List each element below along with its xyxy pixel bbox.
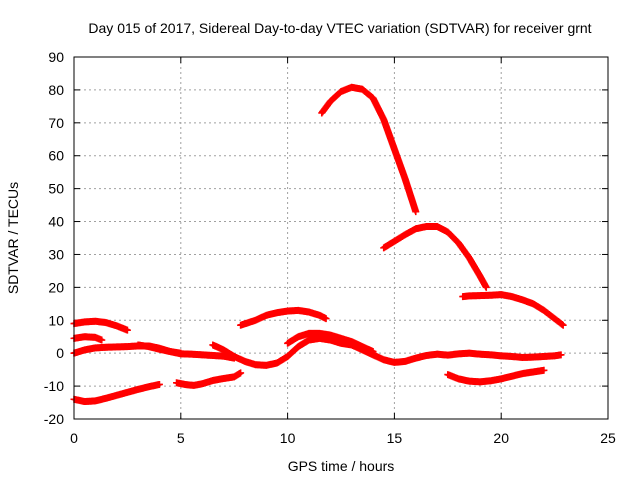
- data-point: [98, 336, 106, 344]
- y-tick-label: 50: [48, 181, 64, 197]
- series-track-12: [444, 366, 548, 386]
- data-point: [155, 380, 163, 388]
- series-track-13: [459, 291, 567, 329]
- y-tick-label: 90: [48, 49, 64, 65]
- y-tick-label: 10: [48, 312, 64, 328]
- data-point: [123, 326, 131, 334]
- data-point: [540, 366, 548, 374]
- y-tick-label: 30: [48, 246, 64, 262]
- x-tick-label: 5: [177, 430, 185, 446]
- y-tick-label: 80: [48, 82, 64, 98]
- series-track-08: [237, 306, 330, 329]
- series-layer: [70, 83, 567, 406]
- series-track-09: [284, 329, 377, 356]
- series-track-02: [70, 333, 106, 344]
- x-tick-label: 0: [70, 430, 78, 446]
- data-point: [559, 321, 567, 329]
- data-point: [557, 351, 565, 359]
- y-tick-label: 20: [48, 279, 64, 295]
- data-point: [322, 315, 330, 323]
- series-track-07: [209, 334, 565, 369]
- tick-layer: 0 5 10 15 20 25 -20 -10 0 10 20 30 40 50 60 70 80 90: [44, 49, 616, 446]
- data-point: [369, 348, 377, 356]
- data-point: [482, 283, 490, 291]
- chart-title: Day 015 of 2017, Sidereal Day-to-day VTE…: [88, 20, 591, 36]
- x-tick-label: 25: [600, 430, 616, 446]
- x-tick-label: 10: [280, 430, 296, 446]
- x-axis-label: GPS time / hours: [288, 458, 395, 474]
- x-tick-label: 20: [493, 430, 509, 446]
- series-track-10: [318, 83, 420, 216]
- y-tick-label: -10: [44, 378, 64, 394]
- y-tick-label: 70: [48, 115, 64, 131]
- series-track-01: [70, 317, 131, 334]
- y-axis-label: SDTVAR / TECUs: [5, 182, 21, 294]
- x-tick-label: 15: [387, 430, 403, 446]
- y-tick-label: -20: [44, 411, 64, 427]
- y-tick-label: 40: [48, 214, 64, 230]
- data-point: [412, 208, 420, 216]
- y-tick-label: 60: [48, 148, 64, 164]
- grid-layer: [74, 57, 608, 419]
- plot-frame: [73, 56, 609, 420]
- series-track-11: [380, 222, 490, 291]
- data-point: [237, 369, 245, 377]
- series-track-04: [70, 380, 163, 406]
- series-track-06: [173, 369, 245, 389]
- y-tick-label: 0: [56, 345, 64, 361]
